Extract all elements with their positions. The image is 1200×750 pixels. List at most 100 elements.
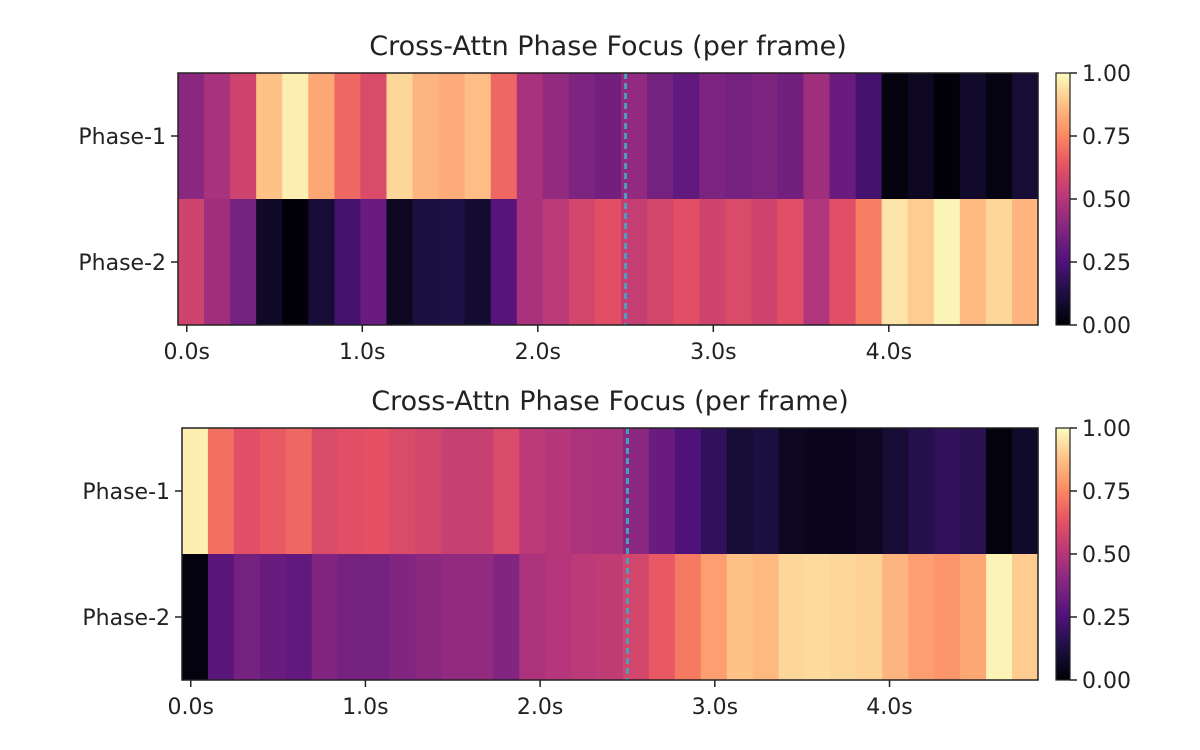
heatmap-cell <box>259 428 287 555</box>
heatmap-cell <box>648 428 676 555</box>
y-tick-label: Phase-2 <box>78 251 166 276</box>
heatmap-cell <box>571 428 598 555</box>
plot-frame <box>181 427 1039 681</box>
chart-title: Cross-Attn Phase Focus (per frame) <box>369 31 846 62</box>
y-tick-label: Phase-1 <box>78 125 166 150</box>
heatmap-cell <box>647 199 674 326</box>
heatmap-cell <box>282 199 309 326</box>
heatmap-cell <box>882 554 909 681</box>
heatmap-cell <box>959 73 987 200</box>
heatmap-cell <box>363 554 391 681</box>
heatmap-cell <box>516 199 544 326</box>
heatmap-panel-2: Cross-Attn Phase Focus (per frame) Phase-… <box>82 386 1131 720</box>
heatmap-cell <box>829 73 857 200</box>
heatmap-cell <box>464 199 492 326</box>
heatmap-cell <box>881 199 909 326</box>
heatmap-cell <box>337 554 365 681</box>
heatmap-cell <box>308 199 335 326</box>
heatmap-cell <box>985 199 1013 326</box>
heatmap-cell <box>438 199 466 326</box>
heatmap-cell <box>804 428 832 555</box>
heatmap-cell <box>882 428 909 555</box>
heatmap-cell <box>311 554 339 681</box>
heatmap-cell <box>516 73 544 200</box>
heatmap-cell <box>933 199 961 326</box>
heatmap-cell <box>519 428 546 555</box>
heatmap-cell <box>386 199 414 326</box>
heatmap-cell <box>700 428 728 555</box>
heatmap-cell <box>256 73 283 200</box>
heatmap-cell <box>259 554 287 681</box>
colorbar-tick-label: 0.50 <box>1082 188 1131 213</box>
heatmap-cell <box>804 554 832 681</box>
heatmap-cell <box>1012 428 1039 555</box>
heatmap-cell <box>256 199 283 326</box>
heatmap-cell <box>778 428 806 555</box>
heatmap-cell <box>178 199 205 326</box>
heatmap-cell <box>519 554 546 681</box>
heatmap-cell <box>282 73 309 200</box>
heatmap-cell <box>986 428 1013 555</box>
heatmap-cell <box>545 428 572 555</box>
heatmap-cell <box>412 73 440 200</box>
heatmap-cell <box>674 554 702 681</box>
colorbar-tick-label: 0.75 <box>1082 480 1131 505</box>
heatmap-cell <box>542 199 570 326</box>
heatmap-cell <box>363 428 391 555</box>
heatmap-cell <box>647 73 674 200</box>
heatmap-cell <box>285 554 313 681</box>
heatmap-cell <box>934 428 961 555</box>
x-tick-label: 4.0s <box>866 340 912 365</box>
heatmap-cell <box>752 428 780 555</box>
heatmap-cell <box>803 73 831 200</box>
heatmap-panel-1: Cross-Attn Phase Focus (per frame) Phase-… <box>78 31 1131 365</box>
heatmap-cell <box>881 73 909 200</box>
heatmap-cell <box>464 73 492 200</box>
heatmap-cell <box>230 199 257 326</box>
heatmap-cell <box>933 73 961 200</box>
heatmap-cell <box>178 73 205 200</box>
heatmap-cell <box>285 428 313 555</box>
heatmap-cell <box>934 554 961 681</box>
heatmap-cell <box>230 73 257 200</box>
heatmap-cell <box>830 428 858 555</box>
heatmap-cell <box>360 199 388 326</box>
heatmap-cell <box>467 428 494 555</box>
heatmap-cell <box>415 554 442 681</box>
heatmap-cell <box>594 73 622 200</box>
heatmap-cell <box>777 73 805 200</box>
heatmap-cell <box>907 199 935 326</box>
colorbar-tick-label: 0.50 <box>1082 543 1131 568</box>
heatmap-cell <box>493 554 520 681</box>
heatmap-cell <box>337 428 365 555</box>
heatmap-cell <box>415 428 442 555</box>
heatmap-cell <box>568 199 596 326</box>
heatmap-cell <box>386 73 414 200</box>
heatmap-cell <box>985 73 1013 200</box>
colorbar-tick-label: 1.00 <box>1082 62 1131 87</box>
x-tick-label: 3.0s <box>690 340 736 365</box>
heatmap-cell <box>699 73 726 200</box>
x-tick-label: 3.0s <box>692 695 738 720</box>
heatmap-cell <box>594 199 622 326</box>
heatmap-cell <box>908 428 935 555</box>
colorbar <box>1055 427 1071 681</box>
heatmap-cell <box>204 73 231 200</box>
x-tick-label: 4.0s <box>866 695 912 720</box>
heatmap-cell <box>908 554 935 681</box>
heatmap-cell <box>726 554 754 681</box>
heatmap-cell <box>412 199 440 326</box>
heatmap-cell <box>334 73 362 200</box>
heatmap-cell <box>389 554 417 681</box>
heatmap-cell <box>986 554 1013 681</box>
heatmap-cell <box>700 554 728 681</box>
x-tick-label: 1.0s <box>342 695 388 720</box>
chart-title: Cross-Attn Phase Focus (per frame) <box>371 386 848 417</box>
colorbar-tick-label: 0.75 <box>1082 125 1131 150</box>
heatmap-cell <box>699 199 726 326</box>
heatmap-cell <box>571 554 598 681</box>
heatmap-cell <box>829 199 857 326</box>
x-tick-label: 2.0s <box>515 340 561 365</box>
x-tick-label: 1.0s <box>339 340 385 365</box>
